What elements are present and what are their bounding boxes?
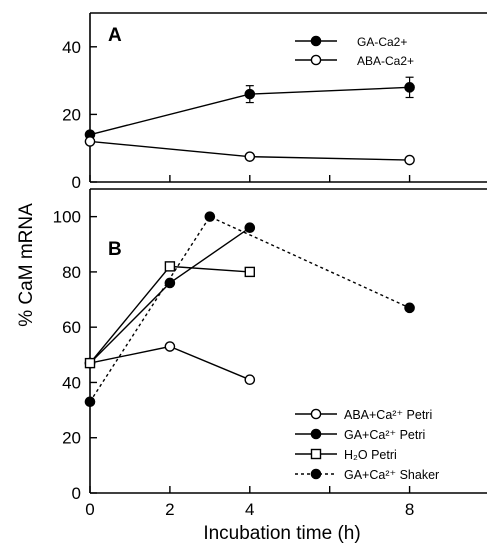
panel-a-series-1-point (244, 151, 256, 162)
panel-b-y-tick-label: 0 (72, 484, 81, 503)
panel-b-x-tick-label: 8 (405, 500, 414, 519)
panel-b-legend-marker (310, 448, 322, 460)
x-axis-title: Incubation time (h) (203, 523, 360, 544)
panel-b-series-3-point (84, 396, 96, 408)
panel-b-legend-marker (310, 428, 322, 440)
panel-a-legend-marker (310, 54, 322, 66)
panel-b-series-1-point (164, 277, 176, 289)
panel-b-y-tick-label: 80 (62, 263, 81, 282)
panel-b-series-2-point (84, 357, 96, 369)
panel-b-legend-marker (310, 468, 322, 480)
panel-b-legend-label: H₂O Petri (344, 448, 397, 462)
panel-b-series-3-point (204, 211, 216, 222)
panel-a-legend-label: ABA-Ca2+ (357, 54, 414, 68)
panel-a-y-tick-label: 0 (72, 173, 81, 192)
panel-a-y-tick-label: 20 (62, 105, 81, 124)
panel-b-y-tick-label: 60 (62, 318, 81, 337)
panel-b-x-tick-label: 0 (85, 500, 94, 519)
panel-b-series-3-point (404, 302, 415, 314)
y-axis-title: % CaM mRNA (16, 203, 37, 327)
panel-b-legend-label: GA+Ca²⁺ Shaker (344, 468, 439, 482)
panel-b-series-2-point (244, 266, 255, 278)
panel-b-x-tick-label: 4 (245, 500, 254, 519)
panel-b-x-tick-label: 2 (165, 500, 174, 519)
panel-a-letter: A (108, 25, 122, 46)
panel-b-legend-label: GA+Ca²⁺ Petri (344, 428, 425, 442)
panel-b-letter: B (108, 239, 122, 260)
panel-b-series-1-point (244, 222, 256, 233)
panel-a-series-1-point (404, 154, 415, 166)
panel-a-series-0-point (404, 82, 415, 93)
panel-b-series-0-point (164, 341, 176, 352)
panel-a-series-0-point (244, 88, 256, 100)
panel-a-series-1-point (84, 136, 96, 147)
panel-a: 0 20 40 GA-Ca2+ ABA-Ca2+ (62, 12, 487, 192)
panel-b-legend-marker (310, 408, 322, 420)
panel-a-legend-marker (310, 35, 322, 47)
panel-b-series-2-point (164, 261, 176, 272)
panel-b-series-3-line (89, 215, 410, 403)
panel-b-legend-label: ABA+Ca²⁺ Petri (344, 408, 432, 422)
panel-b-y-tick-label: 20 (62, 429, 81, 448)
panel-b-series-0-point (244, 374, 256, 385)
panel-a-y-tick-label: 40 (62, 38, 81, 57)
panel-b-y-tick-label: 100 (53, 208, 81, 227)
panel-b-y-tick-label: 40 (62, 373, 81, 392)
panel-a-legend-label: GA-Ca2+ (357, 35, 407, 49)
